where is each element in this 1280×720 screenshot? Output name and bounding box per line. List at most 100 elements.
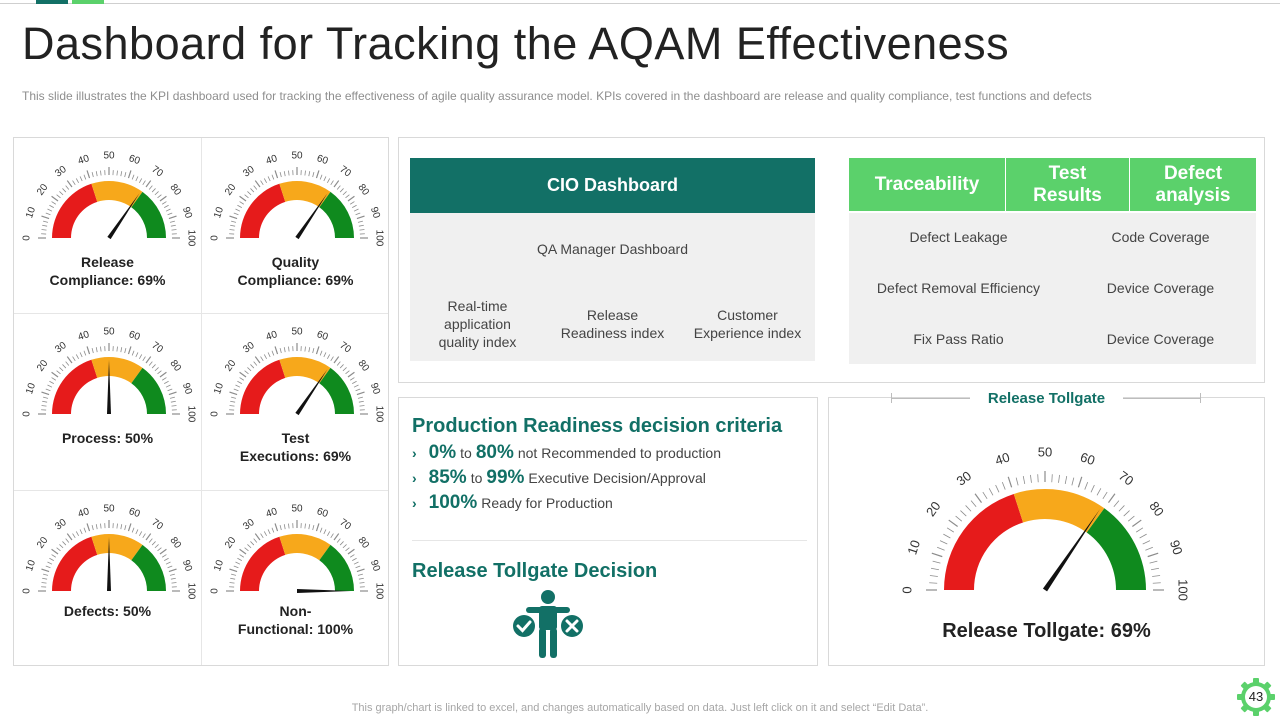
gauge-tick	[323, 352, 327, 358]
gauge-tick	[357, 573, 363, 576]
metric-item: Device Coverage	[1106, 280, 1215, 296]
gauge-tick	[51, 377, 57, 381]
gauge-tick	[124, 348, 127, 354]
qa-manager-box: QA Manager Dashboard Real-time applicatio…	[410, 213, 815, 361]
gauge-tick	[274, 523, 279, 532]
gauge-tick	[167, 565, 173, 569]
gauge-tick-label: 90	[368, 559, 382, 573]
gauge-band	[91, 181, 143, 208]
gauge-tick	[120, 524, 123, 530]
gauge-band	[131, 544, 166, 591]
gauge-tick	[1147, 552, 1159, 558]
gauge-tick	[356, 568, 365, 573]
gauge-tick-label: 40	[265, 506, 279, 520]
gauge-tick	[161, 201, 167, 205]
gauge-band	[319, 367, 354, 414]
gauge-tick	[100, 170, 102, 176]
page-subtitle: This slide illustrates the KPI dashboard…	[22, 89, 1092, 103]
gauge-tick	[1135, 527, 1144, 533]
gauge-tick	[83, 350, 87, 356]
gauge-tick	[1127, 515, 1135, 522]
gauge-band	[131, 191, 166, 238]
gauge-tick	[1015, 477, 1019, 486]
gauge-tick	[319, 527, 323, 533]
gauge-tick	[91, 172, 94, 178]
gauge-tick	[263, 178, 268, 183]
gauge-tick	[304, 170, 306, 176]
gauge-tick	[131, 350, 135, 356]
page-number-badge: 43	[1236, 677, 1276, 717]
gauge-tick	[939, 540, 948, 545]
gauge-tick	[931, 552, 943, 558]
gauge-tick	[165, 208, 171, 212]
gauge-tick	[352, 557, 357, 562]
gauge-tick	[995, 484, 1000, 493]
gauge-band	[279, 357, 331, 384]
gauge-tick	[357, 220, 363, 223]
gauge-tick-label: 70	[149, 340, 165, 356]
gauge-tick	[279, 172, 282, 178]
gauge-tick	[330, 533, 334, 539]
gauge-tick	[45, 212, 51, 216]
gauge-tick	[345, 547, 350, 552]
tab-traceability[interactable]: Traceability	[849, 158, 1006, 211]
gauge-tick	[51, 201, 57, 205]
gauge-tick	[171, 405, 177, 407]
gauge-tick-label: 100	[373, 583, 384, 600]
gauge-tick	[79, 529, 83, 535]
gauge-tick	[43, 220, 49, 223]
gauge-tick-label: 30	[241, 164, 257, 180]
gauge-defects[interactable]: 0 10 20 30 40 50 60 70 80 90 100 Defects: 50%	[14, 491, 201, 666]
gauge-tick-label: 90	[368, 206, 382, 220]
gauge-tick	[932, 560, 941, 564]
gauge-label: Defects: 50%	[63, 603, 152, 619]
gauge-band	[944, 493, 1024, 590]
gauge-tick	[233, 565, 239, 569]
gauge-tick	[1001, 481, 1006, 490]
gauge-tick	[56, 370, 61, 375]
gauge-tick-label: 50	[291, 327, 303, 338]
gauge-tick	[237, 380, 242, 385]
gauge-tick	[330, 356, 334, 362]
gauge-tick	[131, 527, 135, 533]
gauge-tick	[145, 533, 152, 541]
gauge-tick	[65, 361, 70, 366]
gauge-tick-label: 80	[356, 358, 372, 374]
gauge-grid-divider	[201, 138, 202, 665]
gauge-tick	[239, 377, 245, 381]
gauge-tick	[43, 573, 49, 576]
gauge-tick	[135, 529, 139, 535]
gauge-tick	[349, 554, 355, 558]
gauge-tick-label: 50	[103, 327, 115, 338]
gauge-tick	[355, 212, 361, 216]
tab-test-results[interactable]: Test Results	[1006, 158, 1130, 211]
metric-item: Device Coverage	[1106, 331, 1215, 347]
cio-dashboard-panel: CIO Dashboard QA Manager Dashboard Real-…	[398, 137, 1265, 383]
gauge-tick	[247, 191, 252, 196]
gauge-quality-compliance[interactable]: 0 10 20 30 40 50 60 70 80 90 100 Quality Compliance…	[202, 138, 389, 313]
cio-dashboard-header[interactable]: CIO Dashboard	[410, 158, 815, 213]
gauge-tick	[66, 533, 73, 541]
gauge-tick	[356, 391, 365, 396]
tab-defect-analysis[interactable]: Defect analysis	[1130, 158, 1256, 211]
gauge-tick	[929, 582, 938, 584]
gauge-test-executions[interactable]: 0 10 20 30 40 50 60 70 80 90 100 Test Executions: 6…	[202, 314, 389, 489]
gauge-tick-label: 20	[923, 499, 944, 520]
gauge-tick	[229, 391, 238, 396]
gauge-tick	[279, 525, 282, 531]
gauge-tick	[145, 180, 152, 188]
gauge-tick	[312, 348, 315, 354]
chevron-right-icon: ›	[412, 470, 417, 486]
gauge-tick	[235, 208, 241, 212]
gauge-tick	[274, 170, 279, 179]
gauge-release-compliance[interactable]: 0 10 20 30 40 50 60 70 80 90 100 Release Compliance…	[14, 138, 201, 313]
gauge-tick-label: 10	[212, 205, 226, 219]
gauge-non-functional[interactable]: 0 10 20 30 40 50 60 70 80 90 100 Non- Functional: 1…	[202, 491, 389, 666]
gauge-process[interactable]: 0 10 20 30 40 50 60 70 80 90 100 Process: 50%	[14, 314, 201, 489]
gauge-tick	[982, 491, 988, 500]
gauge-tick	[124, 525, 127, 531]
gauge-tick	[45, 565, 51, 569]
gauge-tick	[253, 538, 258, 543]
gauge-tick-label: 20	[35, 535, 51, 551]
